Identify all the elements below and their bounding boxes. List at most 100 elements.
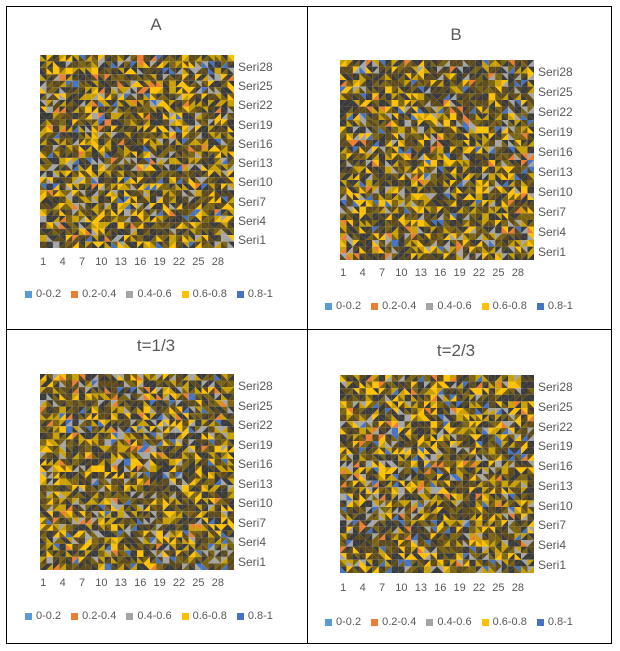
surface-facet bbox=[130, 241, 137, 248]
surface-facet bbox=[443, 226, 450, 234]
surface-facet bbox=[443, 113, 450, 120]
surface-facet bbox=[156, 380, 163, 388]
surface-facet bbox=[501, 146, 509, 154]
surface-facet bbox=[52, 222, 60, 229]
surface-facet bbox=[169, 498, 176, 505]
surface-facet bbox=[437, 213, 444, 220]
surface-facet bbox=[501, 66, 509, 74]
surface-facet bbox=[488, 153, 496, 160]
surface-facet bbox=[104, 387, 112, 394]
surface-facet bbox=[352, 153, 360, 160]
surface-facet bbox=[169, 452, 176, 459]
surface-facet bbox=[227, 151, 234, 158]
surface-facet bbox=[104, 164, 112, 171]
surface-facet bbox=[72, 393, 79, 401]
surface-facet bbox=[65, 119, 73, 126]
surface-facet bbox=[398, 60, 405, 67]
surface-facet bbox=[201, 100, 209, 107]
surface-facet bbox=[352, 153, 360, 160]
surface-facet bbox=[169, 413, 176, 420]
surface-facet bbox=[495, 60, 502, 67]
surface-facet bbox=[495, 160, 502, 167]
surface-facet bbox=[111, 151, 118, 158]
surface-facet bbox=[46, 478, 53, 486]
surface-facet bbox=[124, 151, 131, 158]
surface-facet bbox=[52, 215, 60, 223]
surface-facet bbox=[78, 112, 86, 120]
surface-facet bbox=[443, 80, 450, 87]
surface-facet bbox=[182, 465, 189, 472]
surface-facet bbox=[488, 193, 496, 200]
surface-facet bbox=[208, 177, 215, 184]
surface-facet bbox=[46, 400, 53, 407]
surface-facet bbox=[227, 202, 234, 210]
surface-facet bbox=[462, 253, 470, 260]
surface-facet bbox=[104, 61, 112, 68]
surface-facet bbox=[104, 439, 112, 446]
surface-facet bbox=[72, 80, 79, 88]
surface-facet bbox=[149, 504, 157, 512]
surface-facet bbox=[208, 177, 215, 184]
surface-facet bbox=[469, 213, 476, 220]
surface-facet bbox=[156, 112, 163, 120]
surface-facet bbox=[501, 106, 509, 114]
surface-facet bbox=[72, 202, 79, 210]
surface-facet bbox=[462, 146, 470, 154]
surface-facet bbox=[430, 240, 437, 247]
surface-facet bbox=[91, 504, 99, 512]
surface-facet bbox=[137, 504, 144, 512]
surface-facet bbox=[514, 193, 522, 200]
surface-facet bbox=[385, 233, 392, 240]
surface-facet bbox=[72, 196, 79, 203]
surface-facet bbox=[437, 173, 444, 180]
surface-facet bbox=[430, 120, 437, 127]
surface-facet bbox=[462, 180, 470, 187]
surface-facet bbox=[98, 183, 105, 191]
surface-facet bbox=[46, 380, 53, 388]
surface-facet bbox=[365, 60, 373, 67]
surface-facet bbox=[104, 511, 112, 518]
surface-facet bbox=[188, 432, 196, 440]
surface-facet bbox=[201, 61, 209, 68]
surface-facet bbox=[46, 465, 53, 472]
surface-facet bbox=[449, 140, 457, 147]
surface-facet bbox=[156, 472, 163, 479]
surface-facet bbox=[78, 87, 86, 94]
surface-facet bbox=[156, 432, 163, 440]
surface-facet bbox=[443, 120, 450, 127]
surface-facet bbox=[340, 173, 347, 180]
surface-facet bbox=[111, 445, 118, 453]
surface-facet bbox=[130, 380, 137, 388]
surface-facet bbox=[65, 445, 73, 453]
surface-facet bbox=[117, 61, 125, 68]
surface-facet bbox=[501, 173, 509, 180]
surface-facet bbox=[443, 166, 450, 174]
surface-facet bbox=[91, 426, 99, 433]
surface-facet bbox=[424, 73, 431, 80]
surface-facet bbox=[201, 452, 209, 459]
surface-facet bbox=[188, 387, 196, 394]
surface-facet bbox=[98, 119, 105, 126]
surface-facet bbox=[59, 406, 66, 414]
surface-facet bbox=[352, 166, 360, 174]
surface-facet bbox=[385, 193, 392, 200]
surface-facet bbox=[46, 190, 53, 197]
surface-facet bbox=[156, 106, 163, 113]
surface-facet bbox=[143, 202, 150, 210]
surface-facet bbox=[475, 86, 483, 94]
surface-facet bbox=[437, 206, 444, 214]
surface-facet bbox=[352, 213, 360, 220]
surface-facet bbox=[169, 183, 176, 191]
surface-facet bbox=[527, 133, 534, 140]
surface-facet bbox=[417, 126, 425, 134]
surface-facet bbox=[182, 439, 189, 446]
surface-facet bbox=[214, 485, 222, 492]
surface-facet bbox=[124, 478, 131, 486]
surface-facet bbox=[143, 177, 150, 184]
surface-facet bbox=[411, 173, 418, 180]
surface-facet bbox=[65, 498, 73, 505]
surface-facet bbox=[65, 426, 73, 433]
surface-facet bbox=[130, 406, 137, 414]
surface-facet bbox=[117, 241, 125, 248]
x-tick-label: 19 bbox=[453, 267, 466, 279]
